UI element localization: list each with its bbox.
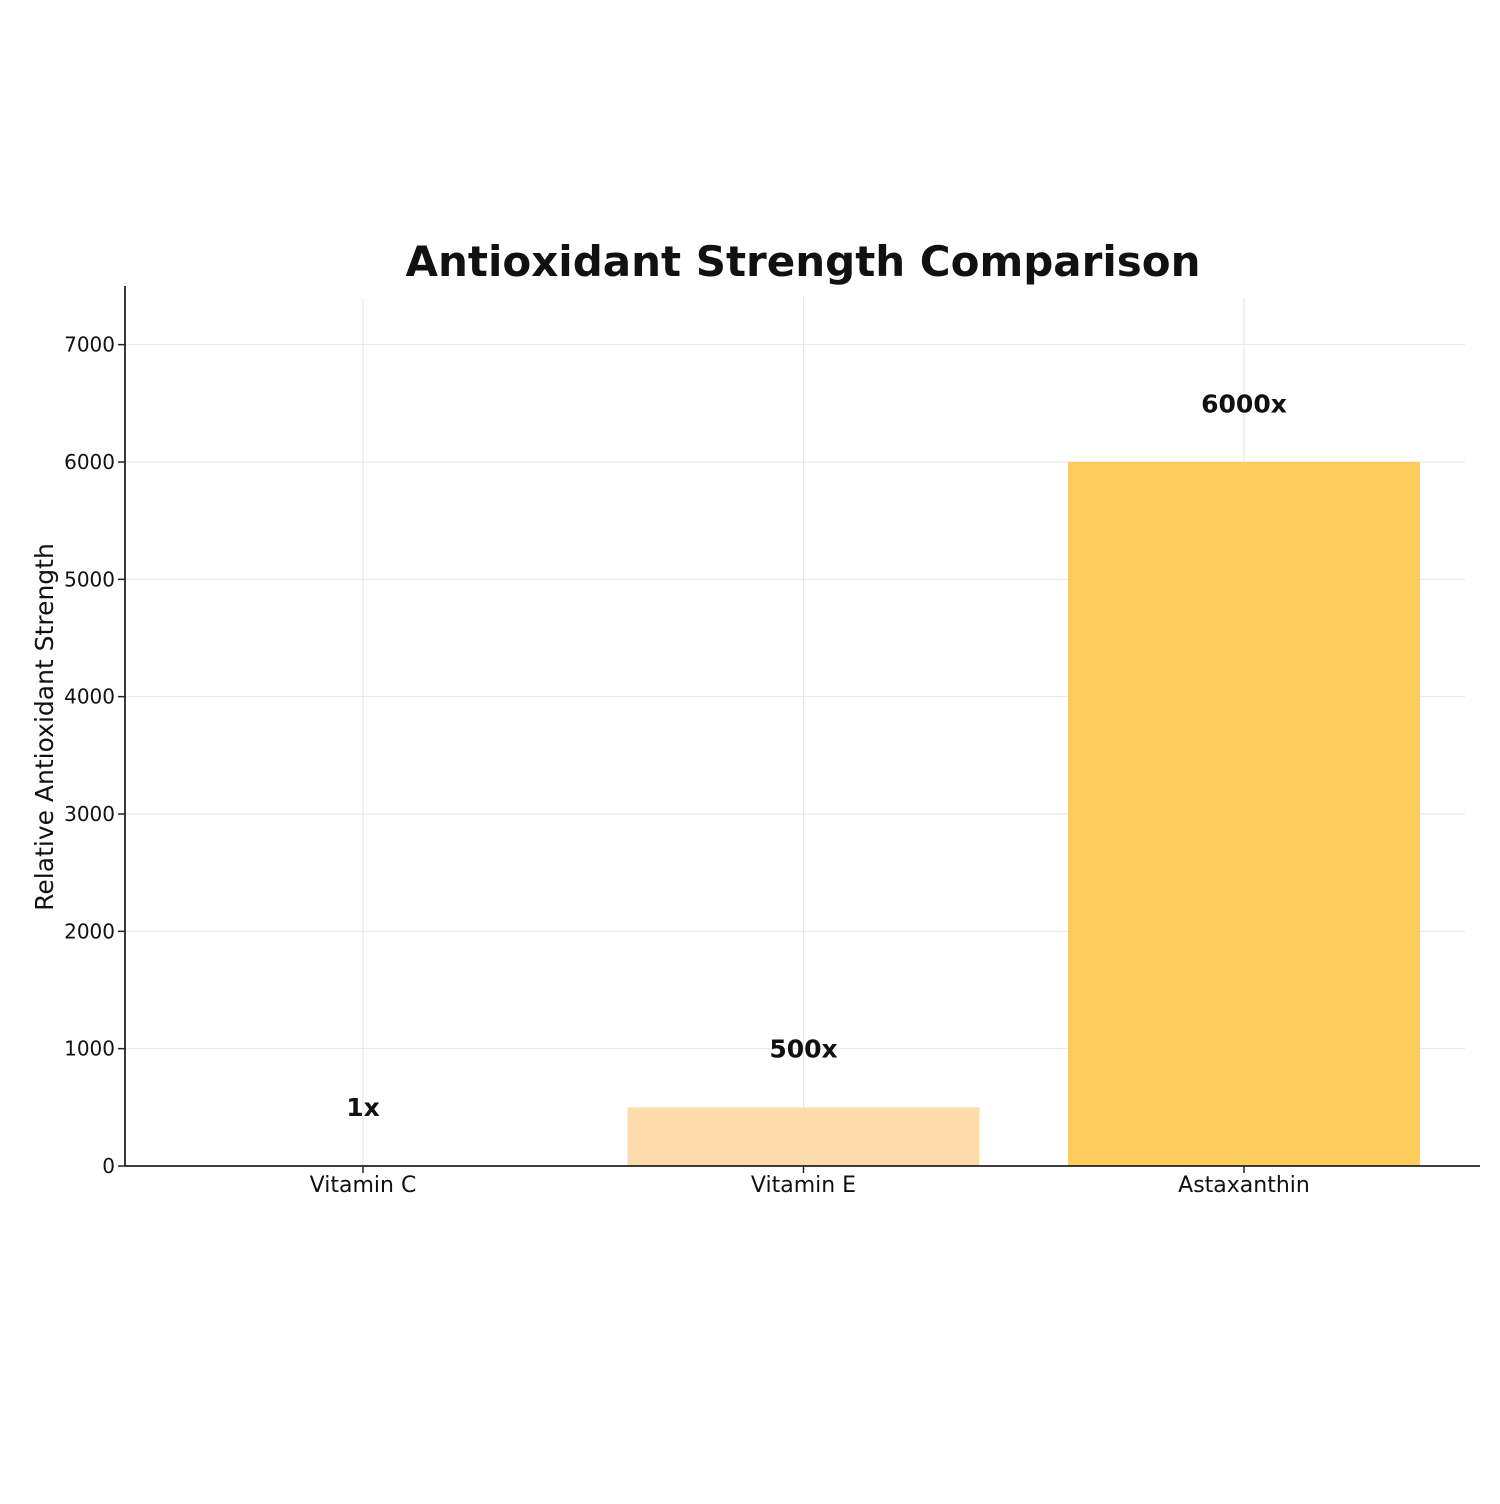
x-tick-label: Vitamin C bbox=[310, 1173, 417, 1198]
data-label: 500x bbox=[769, 1035, 837, 1064]
y-tick-label: 6000 bbox=[64, 450, 115, 474]
y-tick-label: 4000 bbox=[64, 685, 115, 709]
y-axis-label: Relative Antioxidant Strength bbox=[30, 543, 59, 911]
x-tick-label: Vitamin E bbox=[751, 1173, 856, 1198]
y-tick-label: 1000 bbox=[64, 1037, 115, 1061]
y-tick-label: 2000 bbox=[64, 919, 115, 943]
data-label: 6000x bbox=[1201, 389, 1287, 418]
data-label: 1x bbox=[346, 1093, 380, 1122]
y-tick-label: 7000 bbox=[64, 333, 115, 357]
bar-vitamin-e bbox=[628, 1107, 980, 1166]
y-tick-label: 5000 bbox=[64, 567, 115, 591]
y-tick-label: 3000 bbox=[64, 802, 115, 826]
bar-astaxanthin bbox=[1068, 462, 1420, 1166]
chart-title: Antioxidant Strength Comparison bbox=[405, 237, 1200, 286]
y-tick-label: 0 bbox=[102, 1154, 115, 1178]
x-tick-label: Astaxanthin bbox=[1178, 1173, 1310, 1198]
